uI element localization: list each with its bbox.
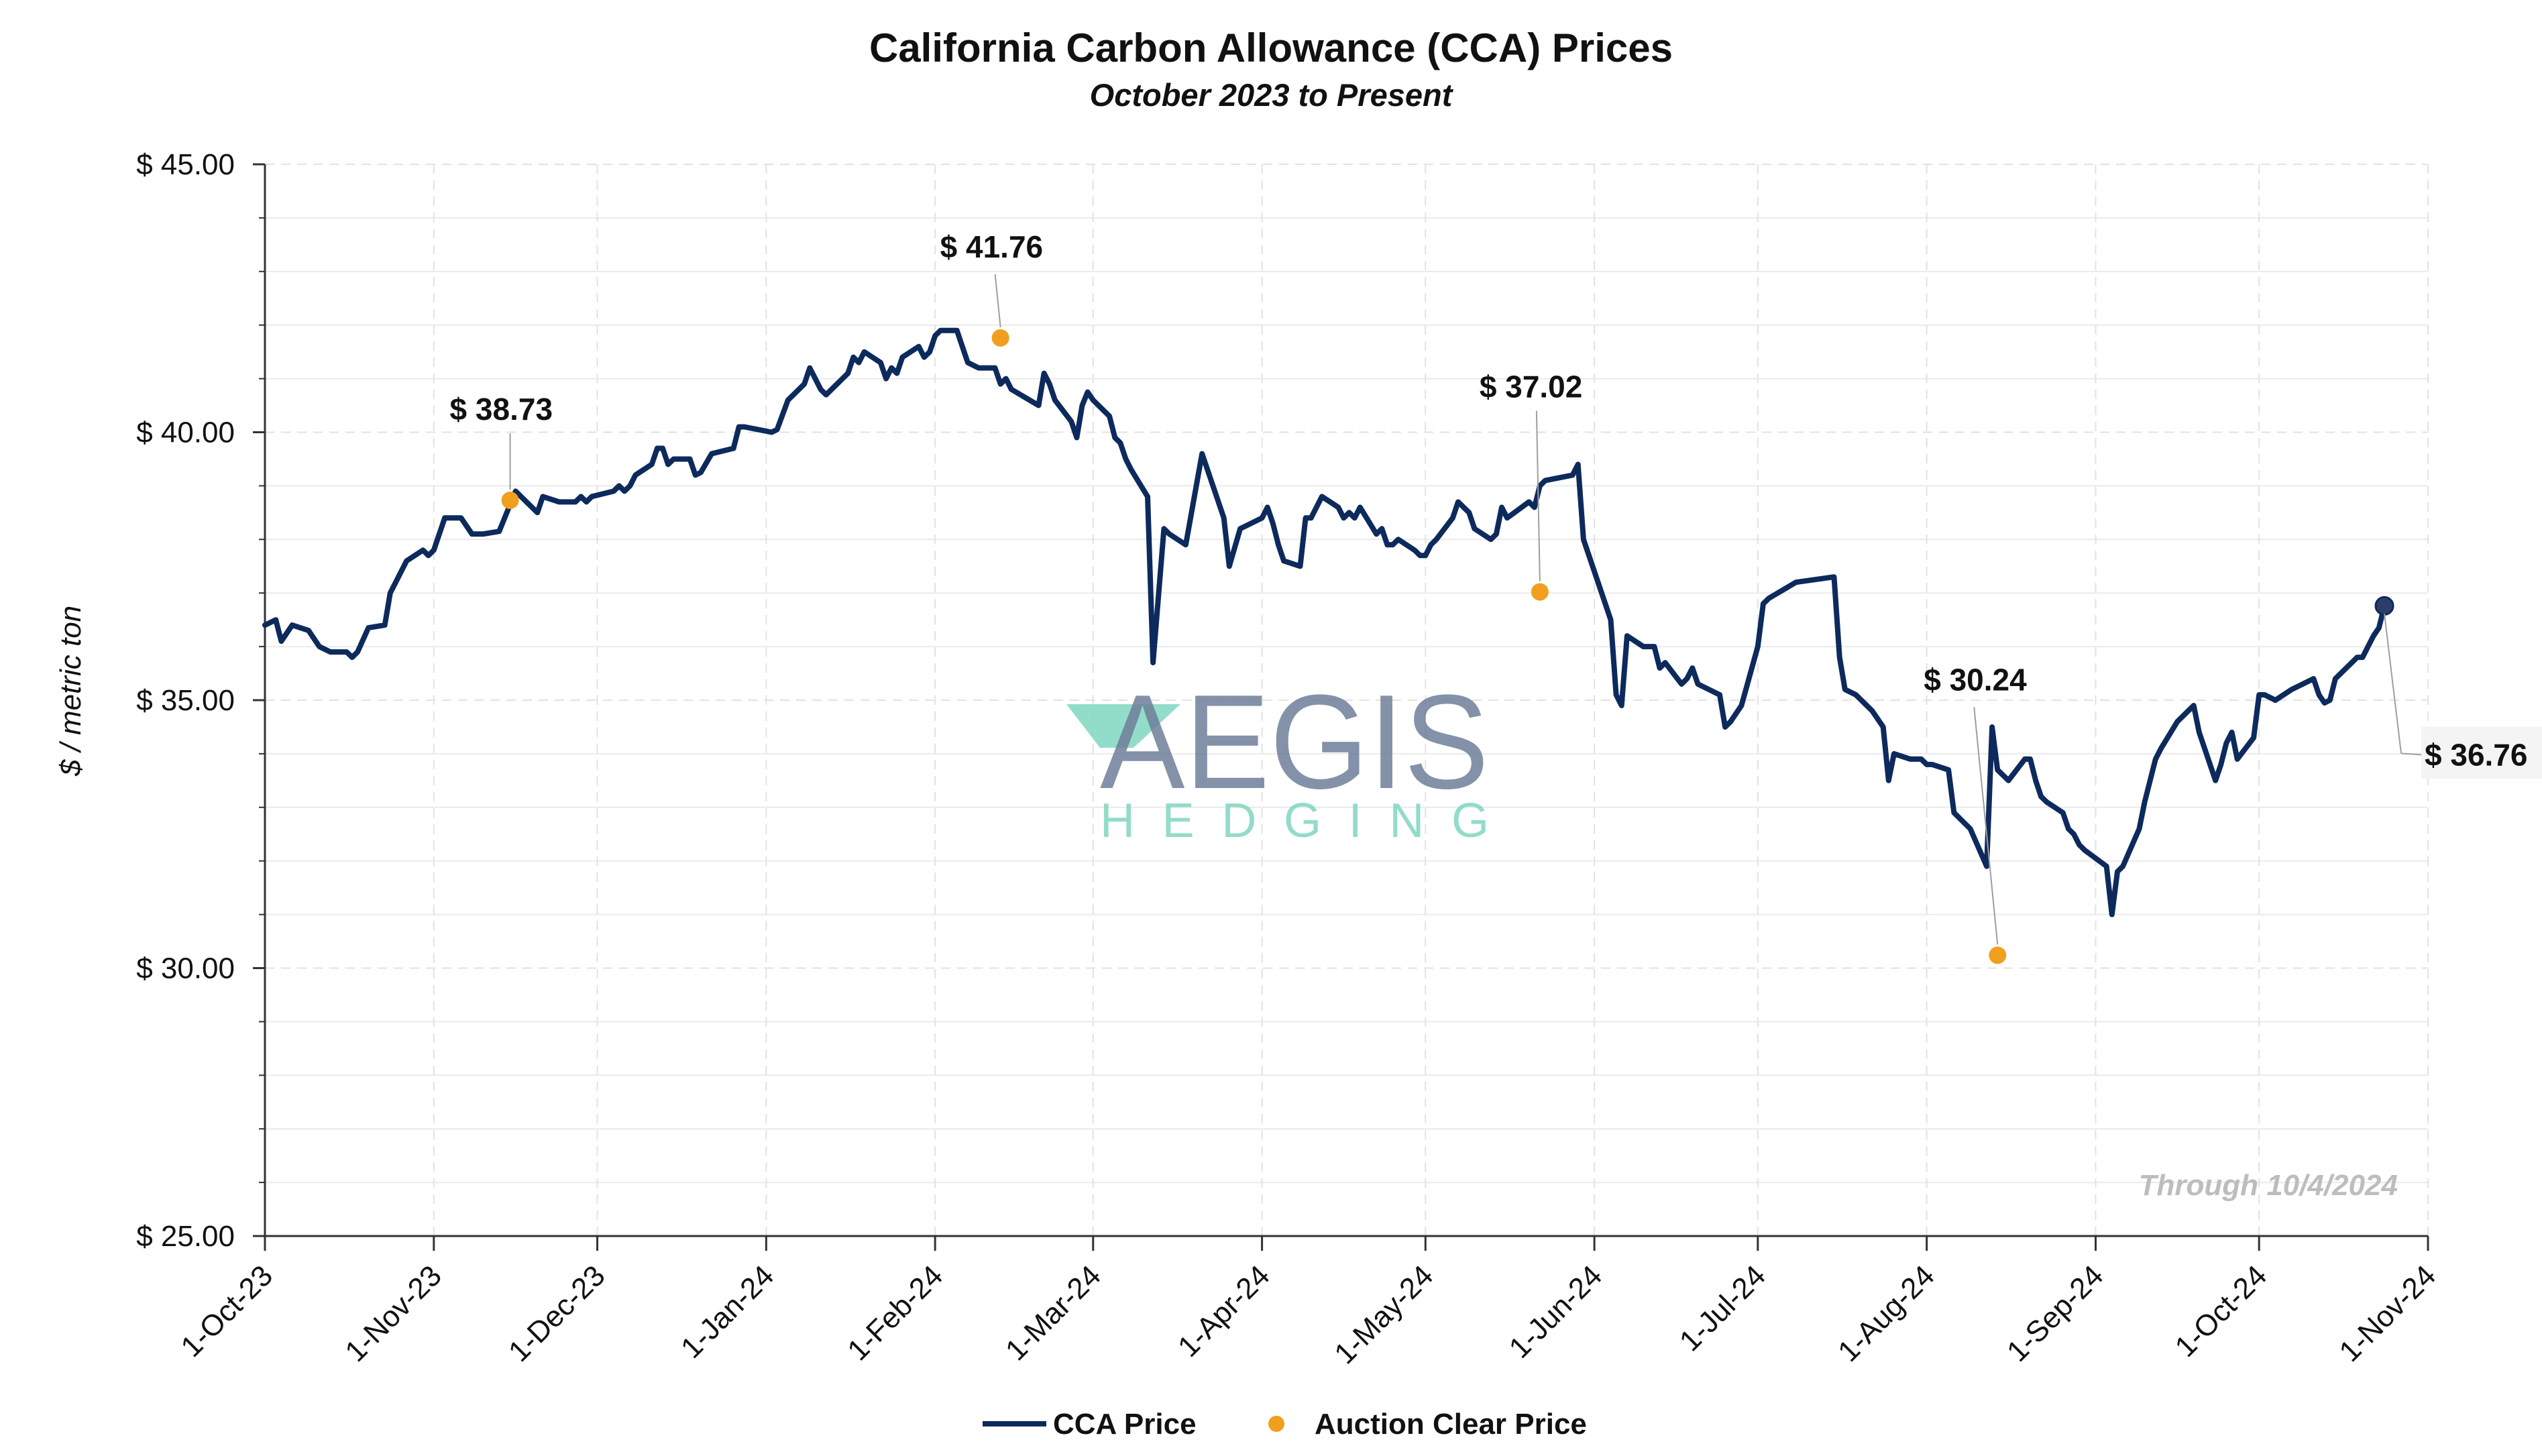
annotation-label: $ 36.76	[2425, 737, 2527, 772]
x-tick-label: 1-Dec-23	[502, 1259, 612, 1368]
grid	[265, 164, 2429, 1236]
annotation-label: $ 37.02	[1480, 370, 1582, 404]
x-tick-label: 1-Oct-23	[174, 1259, 279, 1363]
annotation-leader	[1535, 410, 1541, 581]
x-tick-label: 1-Jan-24	[675, 1259, 780, 1364]
y-tick-label: $ 35.00	[136, 684, 235, 717]
x-tick-label: 1-May-24	[1328, 1259, 1439, 1370]
y-axis-label: $ / metric ton	[54, 606, 87, 777]
x-tick-label: 1-Oct-24	[2169, 1259, 2274, 1363]
series	[262, 327, 2394, 964]
cca-price-line	[2272, 603, 2387, 706]
x-tick-label: 1-Apr-24	[1172, 1259, 1276, 1363]
annotation-leader	[1973, 707, 1999, 945]
y-tick-label: $ 25.00	[136, 1220, 235, 1253]
auction-clear-point	[991, 329, 1009, 347]
chart-subtitle: October 2023 to Present	[1090, 77, 1454, 113]
x-tick-label: 1-Sep-24	[2001, 1259, 2110, 1368]
footnote: Through 10/4/2024	[2139, 1169, 2398, 1202]
legend-label-cca: CCA Price	[1053, 1408, 1197, 1441]
x-tick-label: 1-Mar-24	[999, 1259, 1107, 1367]
x-tick-label: 1-Feb-24	[841, 1259, 949, 1367]
annotation-leader	[2384, 614, 2402, 754]
x-tick-label: 1-Aug-24	[1832, 1259, 1941, 1368]
cca-price-line	[262, 327, 2278, 917]
auction-clear-point	[1531, 583, 1549, 601]
watermark-line1: AEGIS	[1100, 667, 1489, 817]
annotation-label: $ 30.24	[1924, 662, 2027, 697]
legend-dot-swatch	[1268, 1416, 1284, 1432]
last-price-point	[2374, 596, 2394, 616]
aegis-watermark: AEGIS HEDGING	[1066, 667, 1489, 848]
auction-clear-point	[1989, 946, 2007, 964]
y-axis-ticks: $ 45.00 $ 40.00 $ 35.00 $ 30.00 $ 25.00	[136, 148, 265, 1253]
annotation-label-bg	[2421, 726, 2542, 779]
legend: CCA Price Auction Clear Price	[983, 1408, 1587, 1441]
watermark-line2: HEDGING	[1100, 794, 1489, 848]
annotation-label: $ 38.73	[450, 392, 553, 427]
auction-clear-point	[501, 491, 519, 509]
x-tick-label: 1-Jul-24	[1673, 1259, 1772, 1357]
legend-label-auction: Auction Clear Price	[1315, 1408, 1587, 1441]
x-tick-label: 1-Nov-24	[2333, 1259, 2442, 1368]
annotations: $ 38.73 $ 41.76 $ 37.02 $ 30.24 $ 36.76	[450, 229, 2542, 945]
chart-title: California Carbon Allowance (CCA) Prices	[869, 25, 1673, 70]
annotation-leader	[2400, 752, 2422, 756]
y-tick-label: $ 45.00	[136, 148, 235, 181]
x-tick-label: 1-Jun-24	[1503, 1259, 1608, 1364]
x-tick-label: 1-Nov-23	[339, 1259, 448, 1368]
x-axis-ticks: 1-Oct-23 1-Nov-23 1-Dec-23 1-Jan-24 1-Feb-24…	[174, 1236, 2442, 1370]
aegis-logo-mark-icon	[1066, 704, 1180, 748]
annotation-label: $ 41.76	[940, 229, 1043, 264]
y-tick-label: $ 40.00	[136, 416, 235, 449]
y-tick-label: $ 30.00	[136, 952, 235, 985]
annotation-leader	[994, 274, 1001, 327]
